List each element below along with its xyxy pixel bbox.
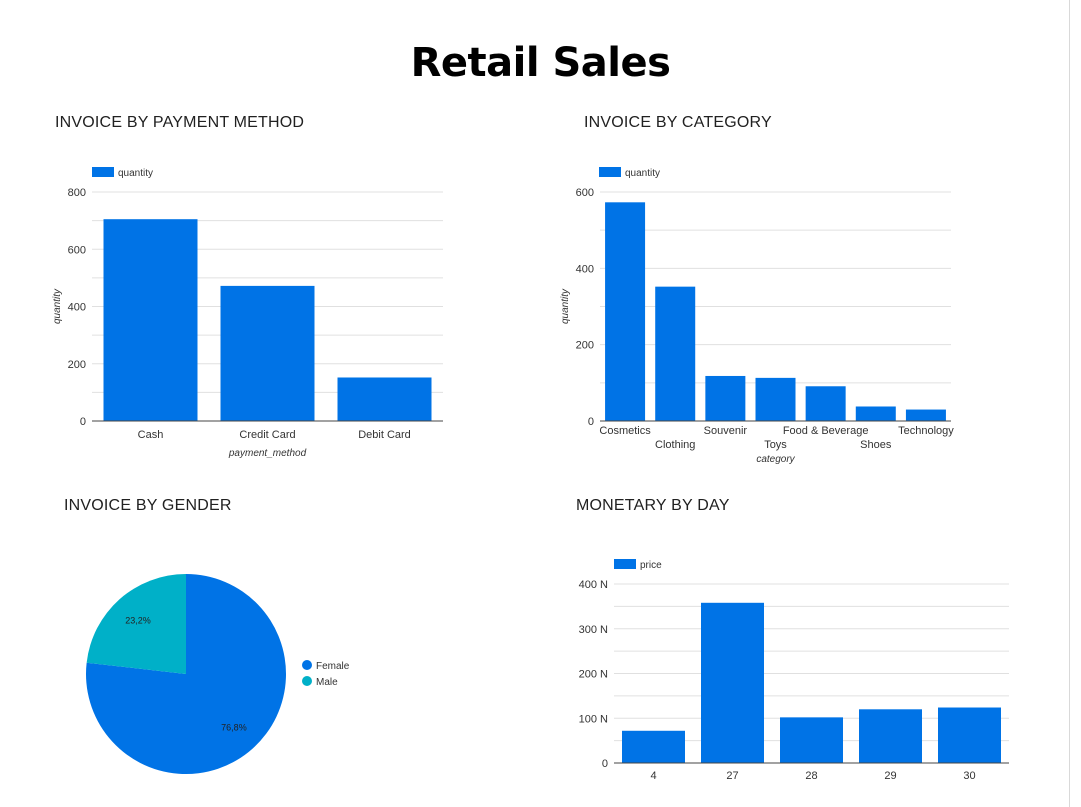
chart-title-monetary: MONETARY BY DAY xyxy=(576,497,730,514)
legend-dot xyxy=(302,660,312,670)
y-tick-label: 0 xyxy=(80,416,86,428)
page-right-divider xyxy=(1069,0,1070,807)
legend-label: quantity xyxy=(625,168,660,179)
bar-food-beverage xyxy=(805,386,846,421)
x-tick-label: Credit Card xyxy=(239,429,295,441)
bar-debit-card xyxy=(337,377,432,421)
x-tick-label: Food & Beverage xyxy=(783,425,869,437)
y-tick-label: 400 xyxy=(68,302,86,314)
chart-title-payment: INVOICE BY PAYMENT METHOD xyxy=(55,114,305,131)
x-tick-label: Cash xyxy=(138,429,164,441)
pie-slice-male xyxy=(86,574,186,674)
bar-clothing xyxy=(655,286,696,421)
y-tick-label: 0 xyxy=(602,758,608,770)
bar-29 xyxy=(859,709,922,763)
x-tick-label: 27 xyxy=(726,770,738,782)
bar-28 xyxy=(780,717,843,763)
legend-swatch xyxy=(614,559,636,569)
bar-souvenir xyxy=(705,375,746,421)
x-axis-title: payment_method xyxy=(228,448,307,459)
legend-dot xyxy=(302,676,312,686)
y-tick-label: 600 xyxy=(68,244,86,256)
bar-credit-card xyxy=(220,285,315,421)
x-tick-label: Shoes xyxy=(860,439,892,451)
bar-4 xyxy=(622,730,685,763)
x-tick-label: Clothing xyxy=(655,439,695,451)
legend-label: quantity xyxy=(118,168,153,179)
y-tick-label: 200 xyxy=(68,359,86,371)
bar-shoes xyxy=(855,406,896,421)
legend-swatch xyxy=(92,167,114,177)
pie-slice-label: 23,2% xyxy=(125,615,151,625)
page-title: Retail Sales xyxy=(410,40,671,86)
x-tick-label: 30 xyxy=(963,770,975,782)
x-tick-label: 28 xyxy=(805,770,817,782)
legend-label: Female xyxy=(316,661,350,672)
y-tick-label: 800 xyxy=(68,187,86,199)
legend-label: Male xyxy=(316,677,338,688)
x-tick-label: Toys xyxy=(764,439,787,451)
y-tick-label: 600 xyxy=(576,187,594,199)
x-axis-title: category xyxy=(756,454,795,465)
x-tick-label: Technology xyxy=(898,425,954,437)
y-tick-label: 200 xyxy=(576,340,594,352)
x-tick-label: 29 xyxy=(884,770,896,782)
pie-slice-label: 76,8% xyxy=(221,723,247,733)
bar-27 xyxy=(701,602,764,763)
legend-swatch xyxy=(599,167,621,177)
y-tick-label: 400 xyxy=(576,263,594,275)
bar-cash xyxy=(103,219,198,421)
y-tick-label: 300 N xyxy=(579,624,608,636)
bar-cosmetics xyxy=(605,202,646,421)
x-tick-label: 4 xyxy=(650,770,656,782)
bar-toys xyxy=(755,377,796,421)
x-tick-label: Debit Card xyxy=(358,429,411,441)
x-tick-label: Souvenir xyxy=(704,425,748,437)
y-tick-label: 200 N xyxy=(579,669,608,681)
chart-title-gender: INVOICE BY GENDER xyxy=(64,497,232,514)
legend-label: price xyxy=(640,560,662,571)
bar-30 xyxy=(938,707,1001,763)
y-tick-label: 100 N xyxy=(579,713,608,725)
y-tick-label: 0 xyxy=(588,416,594,428)
chart-title-category: INVOICE BY CATEGORY xyxy=(584,114,772,131)
y-tick-label: 400 N xyxy=(579,579,608,591)
y-axis-title: quantity xyxy=(52,288,63,324)
x-tick-label: Cosmetics xyxy=(599,425,651,437)
bar-technology xyxy=(905,409,946,421)
y-axis-title: quantity xyxy=(560,288,571,324)
